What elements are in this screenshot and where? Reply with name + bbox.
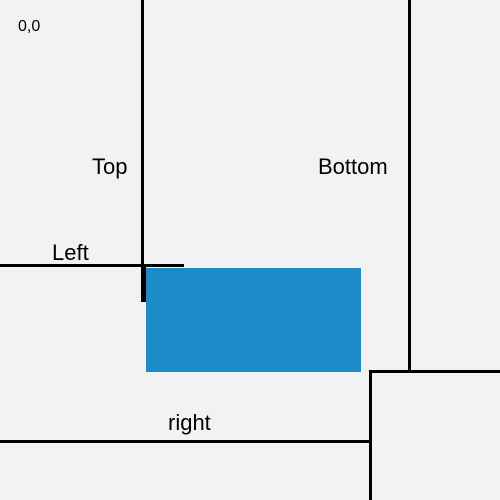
diagram-stage: 0,0 Top Bottom Left right — [0, 0, 500, 500]
label-top: Top — [92, 154, 127, 180]
line-right-axis-v — [369, 370, 372, 500]
line-right-axis-h — [0, 440, 369, 443]
label-right: right — [168, 410, 211, 436]
line-top-axis — [141, 0, 144, 293]
line-bottom-axis — [408, 0, 411, 372]
line-right-stub — [369, 370, 500, 373]
view-rect — [146, 268, 361, 372]
line-left-axis — [0, 264, 184, 267]
line-box-left — [141, 264, 146, 302]
label-left: Left — [52, 240, 89, 266]
label-origin: 0,0 — [18, 18, 40, 36]
label-bottom: Bottom — [318, 154, 388, 180]
